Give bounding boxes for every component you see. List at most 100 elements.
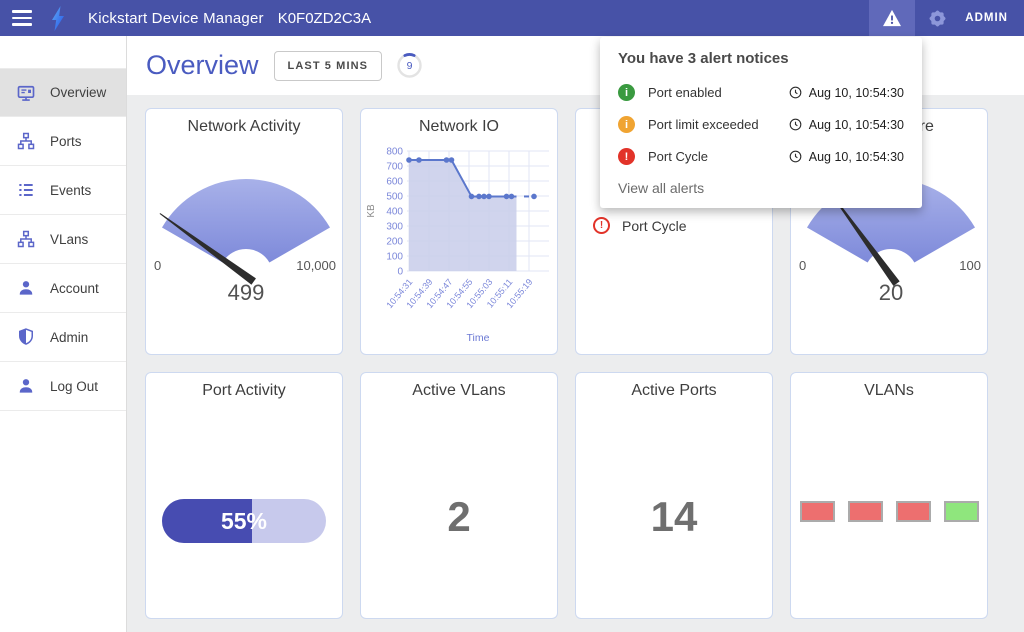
svg-text:400: 400 [386, 207, 403, 218]
svg-text:100: 100 [386, 252, 403, 263]
vlan-status-block [799, 501, 835, 522]
view-all-alerts-link[interactable]: View all alerts [618, 180, 705, 196]
sidebar-item-label: Account [50, 280, 99, 296]
clock-icon [788, 117, 803, 132]
refresh-countdown-value: 9 [407, 60, 413, 72]
person-icon [16, 278, 36, 298]
network-hub-icon [16, 131, 36, 151]
alert-notice-row[interactable]: i Port limit exceeded Aug 10, 10:54:30 [618, 116, 904, 133]
network-activity-gauge: 0 10,000 499 [154, 179, 336, 305]
sidebar-item-log-out[interactable]: Log Out [0, 362, 126, 411]
x-axis-label: Time [467, 332, 490, 344]
gauge-min-label: 0 [154, 258, 161, 273]
alert-timestamp: Aug 10, 10:54:30 [808, 85, 904, 100]
card-active-vlans: Active VLans 2 [360, 372, 558, 619]
port-activity-progress: 55% [162, 499, 326, 543]
card-title: Active Ports [631, 382, 717, 399]
menu-icon[interactable] [12, 10, 32, 26]
card-title: Port Activity [202, 382, 286, 399]
settings-button[interactable] [915, 0, 959, 36]
sidebar: Overview Ports Events VLans Account Admin Log … [0, 36, 127, 632]
error-circle-icon: ! [618, 148, 635, 165]
shield-icon [16, 327, 36, 347]
alerts-dropdown-title: You have 3 alert notices [618, 50, 789, 67]
card-grid: Network Activity 0 10,000 499 Network IO 0… [145, 108, 1024, 619]
clock-icon [788, 149, 803, 164]
gear-icon [929, 10, 946, 26]
page-title: Overview [146, 50, 259, 80]
sidebar-item-account[interactable]: Account [0, 264, 126, 313]
app-bar: Kickstart Device Manager K0F0ZD2C3A ADMI… [0, 0, 1024, 36]
main-area: Overview LAST 5 MINS 9 Network Activity … [127, 36, 1024, 632]
svg-text:600: 600 [386, 177, 403, 188]
info-circle-icon: i [618, 116, 635, 133]
sidebar-item-label: VLans [50, 231, 89, 247]
sidebar-item-vlans[interactable]: VLans [0, 215, 126, 264]
user-menu[interactable]: ADMIN [965, 12, 1008, 24]
alerts-button[interactable] [869, 0, 916, 36]
time-range-button[interactable]: LAST 5 MINS [273, 50, 383, 81]
sidebar-item-label: Admin [50, 329, 89, 345]
vlan-status-block [895, 501, 931, 522]
page-header: Overview LAST 5 MINS 9 [127, 36, 1024, 95]
refresh-countdown-badge[interactable]: 9 [396, 52, 423, 79]
card-title: Network Activity [187, 118, 301, 135]
network-hub-icon [16, 229, 36, 249]
alert-notice-label: Port limit exceeded [648, 117, 759, 132]
active-vlans-value: 2 [447, 493, 471, 540]
gauge-needle [159, 213, 256, 285]
clock-icon [788, 85, 803, 100]
sidebar-item-label: Events [50, 182, 92, 198]
alert-timestamp: Aug 10, 10:54:30 [808, 149, 904, 164]
person-icon [16, 376, 36, 396]
alert-notice-row[interactable]: ! Port Cycle Aug 10, 10:54:30 [618, 148, 904, 165]
alert-notice-time: Aug 10, 10:54:30 [788, 85, 904, 100]
alert-notice-time: Aug 10, 10:54:30 [788, 117, 904, 132]
dashboard-content: Network Activity 0 10,000 499 Network IO 0… [127, 95, 1024, 632]
card-vlans: VLANs [790, 372, 988, 619]
alert-timestamp: Aug 10, 10:54:30 [808, 117, 904, 132]
gauge-max-label: 100 [959, 258, 981, 273]
gauge-max-label: 10,000 [296, 258, 336, 273]
svg-text:300: 300 [386, 222, 403, 233]
monitor-icon [16, 83, 36, 103]
svg-text:0: 0 [397, 267, 403, 278]
network-io-chart: 010020030040050060070080010:54:3110:54:3… [366, 147, 549, 344]
card-alert-row: ! Port Cycle [576, 217, 772, 234]
progress-fill [162, 499, 253, 543]
alerts-dropdown: You have 3 alert notices i Port enabled Au… [600, 37, 922, 208]
vlan-status-blocks [791, 501, 987, 522]
card-port-activity: Port Activity 55% [145, 372, 343, 619]
sidebar-item-overview[interactable]: Overview [0, 68, 126, 117]
card-title: Network IO [418, 118, 499, 135]
sidebar-item-label: Ports [50, 133, 82, 149]
gauge-needle [828, 189, 900, 286]
alert-notice-time: Aug 10, 10:54:30 [788, 149, 904, 164]
card-network-io: Network IO 0 100 200 300 400 500 600 700 800 10:5… [360, 108, 558, 355]
sidebar-item-admin[interactable]: Admin [0, 313, 126, 362]
card-active-ports: Active Ports 14 [575, 372, 773, 619]
svg-text:700: 700 [386, 162, 403, 173]
progress-percent-label: 55% [220, 507, 268, 534]
app-title: Kickstart Device Manager [88, 9, 264, 27]
svg-text:500: 500 [386, 192, 403, 203]
gauge-min-label: 0 [799, 258, 806, 273]
list-icon [16, 180, 36, 200]
alert-notice-label: Port enabled [648, 85, 722, 100]
gauge-value: 499 [228, 280, 265, 305]
sidebar-item-events[interactable]: Events [0, 166, 126, 215]
vlan-status-block [847, 501, 883, 522]
info-circle-icon: i [618, 84, 635, 101]
y-axis-label: KB [366, 204, 377, 218]
sidebar-item-ports[interactable]: Ports [0, 117, 126, 166]
svg-text:800: 800 [386, 147, 403, 158]
alert-notice-row[interactable]: i Port enabled Aug 10, 10:54:30 [618, 84, 904, 101]
card-network-activity: Network Activity 0 10,000 499 [145, 108, 343, 355]
card-title: Active VLans [412, 382, 506, 399]
vlan-status-block [943, 501, 979, 522]
gauge-value: 20 [879, 280, 903, 305]
sidebar-item-label: Overview [50, 85, 107, 100]
warning-triangle-icon [883, 9, 902, 27]
device-id: K0F0ZD2C3A [277, 9, 372, 27]
svg-text:200: 200 [386, 237, 403, 248]
